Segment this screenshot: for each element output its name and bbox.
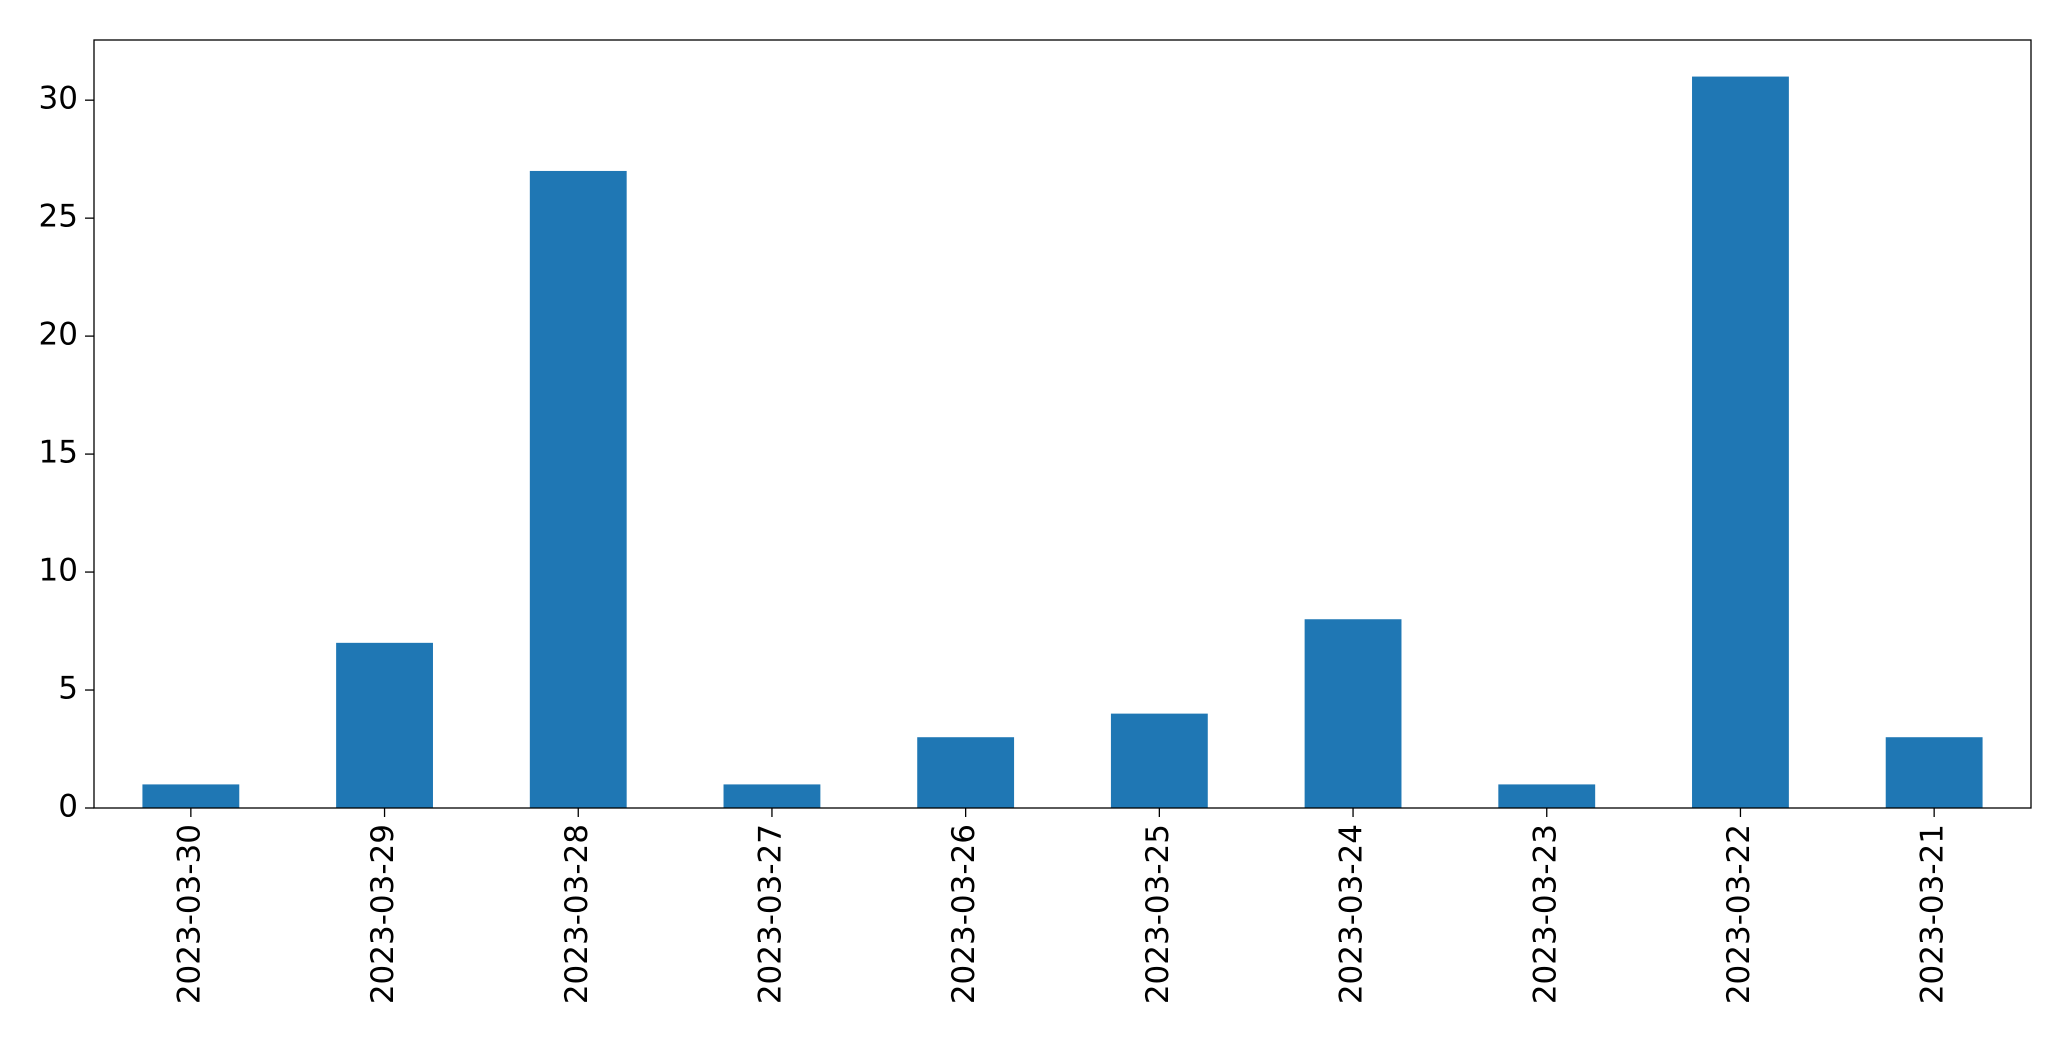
x-tick-label: 2023-03-25 [1140,824,1176,1004]
y-tick-label: 30 [39,81,78,117]
y-tick-label: 15 [39,435,78,471]
x-tick-label: 2023-03-29 [365,824,401,1004]
y-tick-label: 10 [39,553,78,589]
bar [723,784,821,808]
y-tick-label: 5 [58,671,78,707]
bar [1110,713,1208,808]
bar [529,170,627,808]
plot-frame [93,39,2032,809]
x-tick-label: 2023-03-28 [559,824,595,1004]
bar [336,642,433,808]
x-tick-label: 2023-03-26 [946,824,982,1004]
bar [142,784,240,808]
y-tick-label: 0 [58,789,78,825]
x-tick-label: 2023-03-30 [171,824,207,1004]
x-tick-label: 2023-03-24 [1334,824,1370,1004]
x-tick-label: 2023-03-21 [1915,824,1951,1004]
x-tick-label: 2023-03-23 [1527,824,1563,1004]
bar [917,737,1015,808]
x-tick-label: 2023-03-22 [1721,824,1757,1004]
bar [1304,619,1402,808]
bar [1692,76,1789,809]
y-tick-label: 25 [39,199,78,235]
x-tick-label: 2023-03-27 [752,824,788,1004]
bar [1885,737,1983,808]
y-tick-label: 20 [39,317,78,353]
bar [1498,784,1596,808]
